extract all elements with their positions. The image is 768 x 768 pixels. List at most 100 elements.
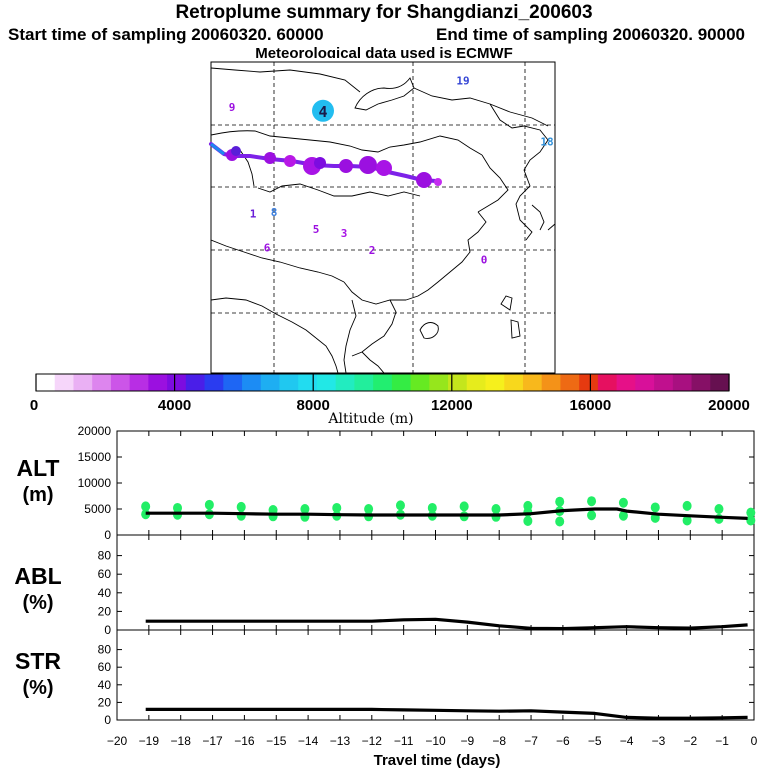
x-tick-label: −8 bbox=[492, 734, 506, 748]
alt-scatter-point bbox=[746, 515, 756, 526]
alt-scatter-point bbox=[682, 500, 692, 511]
alt-scatter-point bbox=[555, 516, 565, 527]
colorbar-cell bbox=[504, 374, 524, 391]
abl-label: ABL bbox=[14, 563, 61, 589]
alt-unit-label: (m) bbox=[22, 484, 53, 506]
day-marker-label: 6 bbox=[264, 241, 271, 254]
colorbar-cell bbox=[129, 374, 149, 391]
trajectory-path bbox=[209, 142, 442, 188]
y-tick-label: 0 bbox=[104, 713, 111, 727]
x-tick-label: −13 bbox=[330, 734, 351, 748]
str-panel-frame bbox=[116, 629, 755, 721]
altitude-colorbar: 0 4000 8000 12000 16000 20000 Altitude (m) bbox=[30, 373, 750, 427]
alt-scatter-point bbox=[236, 501, 246, 512]
alt-scatter-point bbox=[364, 504, 374, 514]
alt-scatter-point bbox=[714, 504, 724, 514]
colorbar-cell bbox=[148, 374, 168, 391]
alt-scatter-point bbox=[650, 502, 660, 513]
colorbar-cell bbox=[167, 374, 187, 391]
day-marker-label: 18 bbox=[540, 135, 553, 148]
alt-scatter-point bbox=[587, 510, 597, 521]
colorbar-cell bbox=[335, 374, 356, 391]
colorbar-cell bbox=[260, 374, 281, 391]
map-frame bbox=[210, 61, 556, 374]
x-tick-label: −3 bbox=[652, 734, 666, 748]
y-tick-label: 0 bbox=[104, 623, 111, 637]
x-tick-label: −7 bbox=[524, 734, 538, 748]
day-marker-label: 19 bbox=[456, 74, 469, 87]
day-marker-label: 5 bbox=[313, 223, 320, 236]
y-tick-label: 40 bbox=[98, 586, 112, 600]
x-axis-label: Travel time (days) bbox=[374, 752, 501, 768]
day-marker-label: 9 bbox=[229, 101, 236, 114]
y-tick-label: 80 bbox=[98, 549, 112, 563]
day-marker-label: 8 bbox=[271, 206, 278, 219]
met-data-label: Meteorological data used is ECMWF bbox=[255, 45, 513, 62]
y-tick-label: 60 bbox=[98, 660, 112, 674]
colorbar-cell bbox=[73, 374, 93, 391]
map-coastlines bbox=[211, 67, 555, 373]
colorbar-tick-label: 12000 bbox=[431, 397, 473, 414]
colorbar-cell bbox=[522, 374, 543, 391]
colorbar-cell bbox=[185, 374, 206, 391]
x-tick-label: −17 bbox=[202, 734, 223, 748]
x-tick-label: −11 bbox=[394, 734, 414, 748]
colorbar-cell bbox=[448, 374, 468, 391]
day-marker-label: 4 bbox=[318, 103, 327, 121]
end-time-label: End time of sampling 20060320. 90000 bbox=[436, 25, 745, 44]
colorbar-cell bbox=[410, 374, 430, 391]
colorbar-cell bbox=[316, 374, 337, 391]
colorbar-cell bbox=[110, 374, 131, 391]
day-marker-label: 0 bbox=[481, 254, 488, 267]
colorbar-tick-label: 16000 bbox=[570, 397, 612, 414]
y-tick-label: 20000 bbox=[78, 424, 112, 438]
x-tick-label: −14 bbox=[298, 734, 319, 748]
alt-scatter-point bbox=[746, 507, 756, 518]
x-tick-label: −19 bbox=[139, 734, 160, 748]
map-graticule bbox=[211, 62, 555, 373]
colorbar-tick-label: 4000 bbox=[158, 397, 191, 414]
y-tick-label: 80 bbox=[98, 643, 112, 657]
alt-scatter-point bbox=[427, 502, 437, 513]
day-marker-circle bbox=[312, 99, 334, 122]
y-tick-label: 40 bbox=[98, 678, 112, 692]
colorbar-tick-label: 8000 bbox=[297, 397, 330, 414]
trajectory-blobs bbox=[226, 146, 442, 188]
colorbar-cell bbox=[36, 374, 56, 391]
alt-scatter-point bbox=[523, 515, 533, 526]
y-tick-label: 5000 bbox=[84, 502, 111, 516]
alt-label: ALT bbox=[16, 455, 59, 481]
alt-scatter-point bbox=[618, 510, 628, 521]
colorbar-cell bbox=[579, 374, 599, 391]
y-tick-label: 20 bbox=[98, 695, 112, 709]
colorbar-cell bbox=[391, 374, 412, 391]
x-tick-label: −16 bbox=[234, 734, 255, 748]
y-tick-label: 20 bbox=[98, 604, 112, 618]
alt-scatter-point bbox=[332, 502, 342, 513]
str-label: STR bbox=[15, 648, 61, 674]
alt-scatter-point bbox=[491, 511, 501, 522]
x-tick-label: −6 bbox=[556, 734, 570, 748]
colorbar-cell bbox=[654, 374, 674, 391]
colorbar-cell bbox=[485, 374, 505, 391]
colorbar-cell bbox=[541, 374, 562, 391]
colorbar-cell bbox=[429, 374, 449, 391]
colorbar-cell bbox=[672, 374, 693, 391]
y-tick-label: 0 bbox=[104, 528, 111, 542]
alt-scatter-point bbox=[459, 501, 469, 512]
colorbar-cell bbox=[616, 374, 636, 391]
colorbar-tick-label: 0 bbox=[30, 397, 38, 414]
str-series-line bbox=[145, 707, 748, 720]
colorbar-axis-label: Altitude (m) bbox=[327, 411, 413, 427]
chart-title: Retroplume summary for Shangdianzi_20060… bbox=[175, 2, 593, 23]
y-tick-label: 10000 bbox=[78, 476, 112, 490]
alt-scatter-point bbox=[618, 497, 628, 508]
start-time-label: Start time of sampling 20060320. 60000 bbox=[8, 25, 324, 44]
colorbar-cell bbox=[597, 374, 618, 391]
colorbar-tick-label: 20000 bbox=[708, 397, 750, 414]
str-unit-label: (%) bbox=[22, 677, 53, 699]
time-series-panels: ALT (m) ABL (%) STR (%) 0 5000 10000 15000 2… bbox=[14, 424, 757, 768]
x-tick-label: −20 bbox=[107, 734, 128, 748]
